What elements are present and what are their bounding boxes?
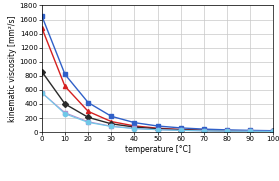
15W-40: [249, 130, 252, 132]
10W-60: [225, 129, 229, 131]
5W-40: [40, 92, 44, 94]
10W-40: [272, 130, 275, 132]
15W-40: [272, 130, 275, 132]
15W-40: [156, 127, 159, 129]
10W-40: [156, 128, 159, 130]
15W-40: [63, 85, 67, 87]
10W-40: [225, 130, 229, 132]
0W-30: [272, 130, 275, 132]
5W-40: [156, 129, 159, 131]
10W-40: [133, 126, 136, 128]
Line: 10W-40: 10W-40: [40, 70, 275, 133]
10W-60: [86, 102, 90, 104]
10W-40: [249, 130, 252, 132]
Line: 15W-40: 15W-40: [40, 26, 275, 133]
10W-60: [110, 115, 113, 117]
5W-40: [202, 130, 206, 132]
15W-40: [133, 125, 136, 127]
0W-30: [225, 130, 229, 132]
15W-40: [225, 129, 229, 132]
0W-30: [86, 121, 90, 123]
10W-40: [86, 116, 90, 118]
0W-30: [40, 92, 44, 94]
15W-40: [110, 121, 113, 123]
5W-40: [225, 130, 229, 132]
5W-40: [272, 130, 275, 132]
10W-40: [110, 123, 113, 125]
10W-60: [272, 130, 275, 132]
10W-60: [249, 129, 252, 131]
10W-60: [179, 127, 182, 129]
10W-60: [202, 128, 206, 130]
15W-40: [179, 128, 182, 131]
0W-30: [63, 113, 67, 115]
Line: 5W-40: 5W-40: [40, 91, 275, 134]
0W-30: [249, 130, 252, 132]
10W-40: [63, 103, 67, 105]
0W-30: [202, 130, 206, 132]
5W-40: [110, 125, 113, 127]
10W-40: [202, 129, 206, 132]
10W-60: [133, 122, 136, 124]
5W-40: [179, 129, 182, 131]
10W-60: [63, 73, 67, 75]
Line: 0W-30: 0W-30: [40, 91, 275, 134]
0W-30: [110, 125, 113, 128]
5W-40: [133, 127, 136, 129]
10W-40: [40, 71, 44, 73]
10W-60: [156, 125, 159, 127]
0W-30: [156, 129, 159, 131]
10W-40: [179, 129, 182, 131]
X-axis label: temperature [°C]: temperature [°C]: [125, 145, 191, 154]
15W-40: [202, 129, 206, 131]
15W-40: [40, 27, 44, 29]
10W-60: [40, 15, 44, 17]
5W-40: [63, 112, 67, 114]
0W-30: [179, 129, 182, 132]
Line: 10W-60: 10W-60: [40, 14, 275, 133]
5W-40: [249, 130, 252, 132]
0W-30: [133, 128, 136, 130]
Y-axis label: kinematic viscosity [mm²/s]: kinematic viscosity [mm²/s]: [8, 16, 17, 122]
5W-40: [86, 121, 90, 123]
15W-40: [86, 110, 90, 112]
